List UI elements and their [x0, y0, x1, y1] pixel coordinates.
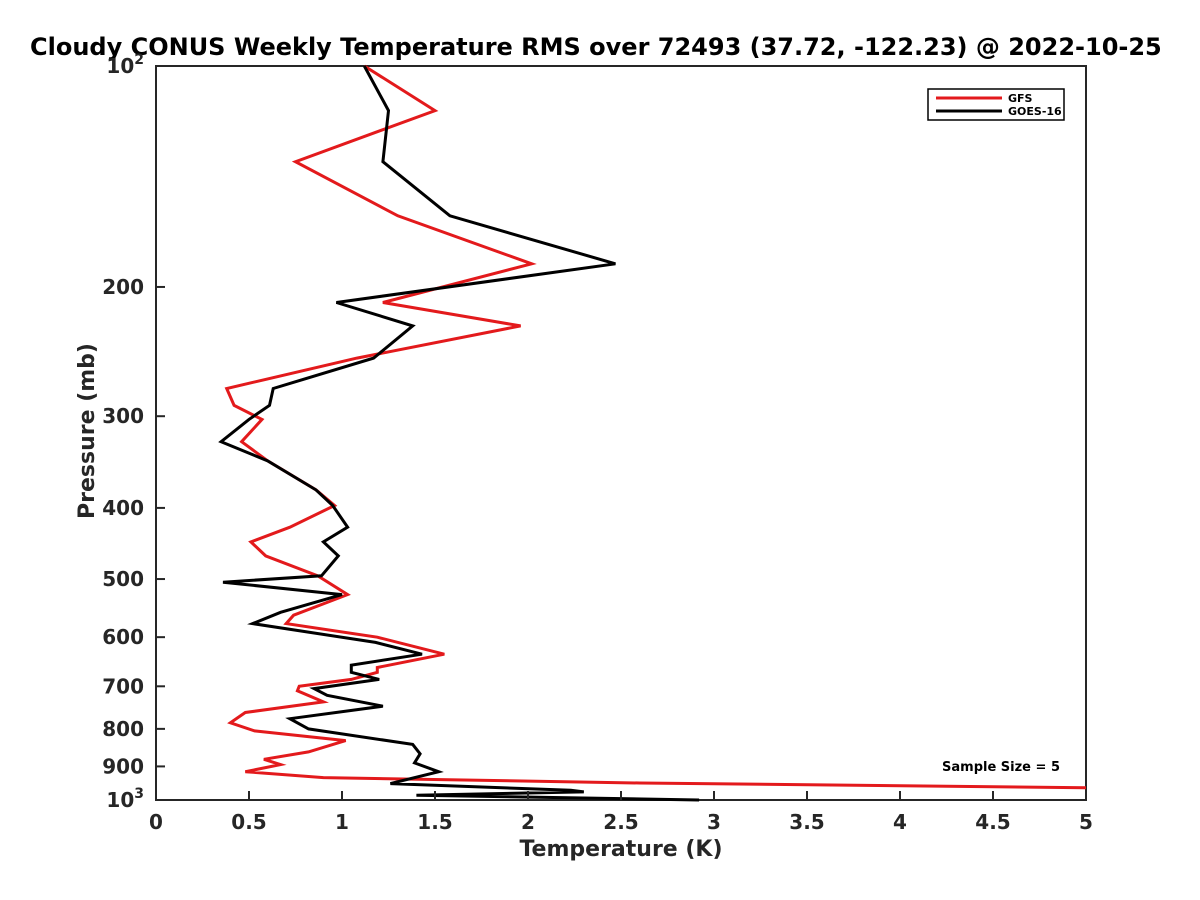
y-tick-label: 103	[106, 786, 144, 812]
y-tick-label: 300	[102, 404, 144, 428]
y-tick-label: 700	[102, 674, 144, 698]
x-tick-label: 4.5	[975, 810, 1010, 834]
x-tick-label: 3.5	[789, 810, 824, 834]
y-tick-label: 500	[102, 567, 144, 591]
y-tick-label: 400	[102, 496, 144, 520]
chart-title: Cloudy CONUS Weekly Temperature RMS over…	[30, 33, 1162, 61]
x-tick-label: 5	[1079, 810, 1093, 834]
series-layer	[218, 64, 1087, 802]
y-tick-label: 800	[102, 717, 144, 741]
x-tick-label: 2	[521, 810, 535, 834]
x-tick-label: 0	[149, 810, 163, 834]
x-tick-label: 2.5	[603, 810, 638, 834]
legend-label-gfs: GFS	[1008, 92, 1033, 105]
x-tick-label: 3	[707, 810, 721, 834]
legend-box	[927, 88, 1065, 121]
y-tick-label: 600	[102, 625, 144, 649]
x-axis-title: Temperature (K)	[519, 837, 722, 862]
sample-size-note: Sample Size = 5	[942, 760, 1060, 775]
y-tick-label: 200	[102, 275, 144, 299]
series-line-gfs	[224, 64, 1087, 790]
x-tick-label: 4	[893, 810, 907, 834]
y-axis-title: Pressure (mb)	[75, 343, 100, 519]
ticks-layer: 0 0.5 1 1.5 2 2.5 3 3.5 4 4.5 5 102 200 300 400 500 600 7…	[102, 52, 1093, 834]
x-tick-label: 1.5	[417, 810, 452, 834]
x-tick-label: 0.5	[231, 810, 266, 834]
legend-label-goes-16: GOES-16	[1008, 105, 1062, 118]
y-tick-label: 102	[106, 52, 144, 78]
series-line-goes-16	[218, 65, 700, 802]
y-tick-label: 900	[102, 754, 144, 778]
x-tick-label: 1	[335, 810, 349, 834]
plot-frame	[155, 65, 1087, 801]
